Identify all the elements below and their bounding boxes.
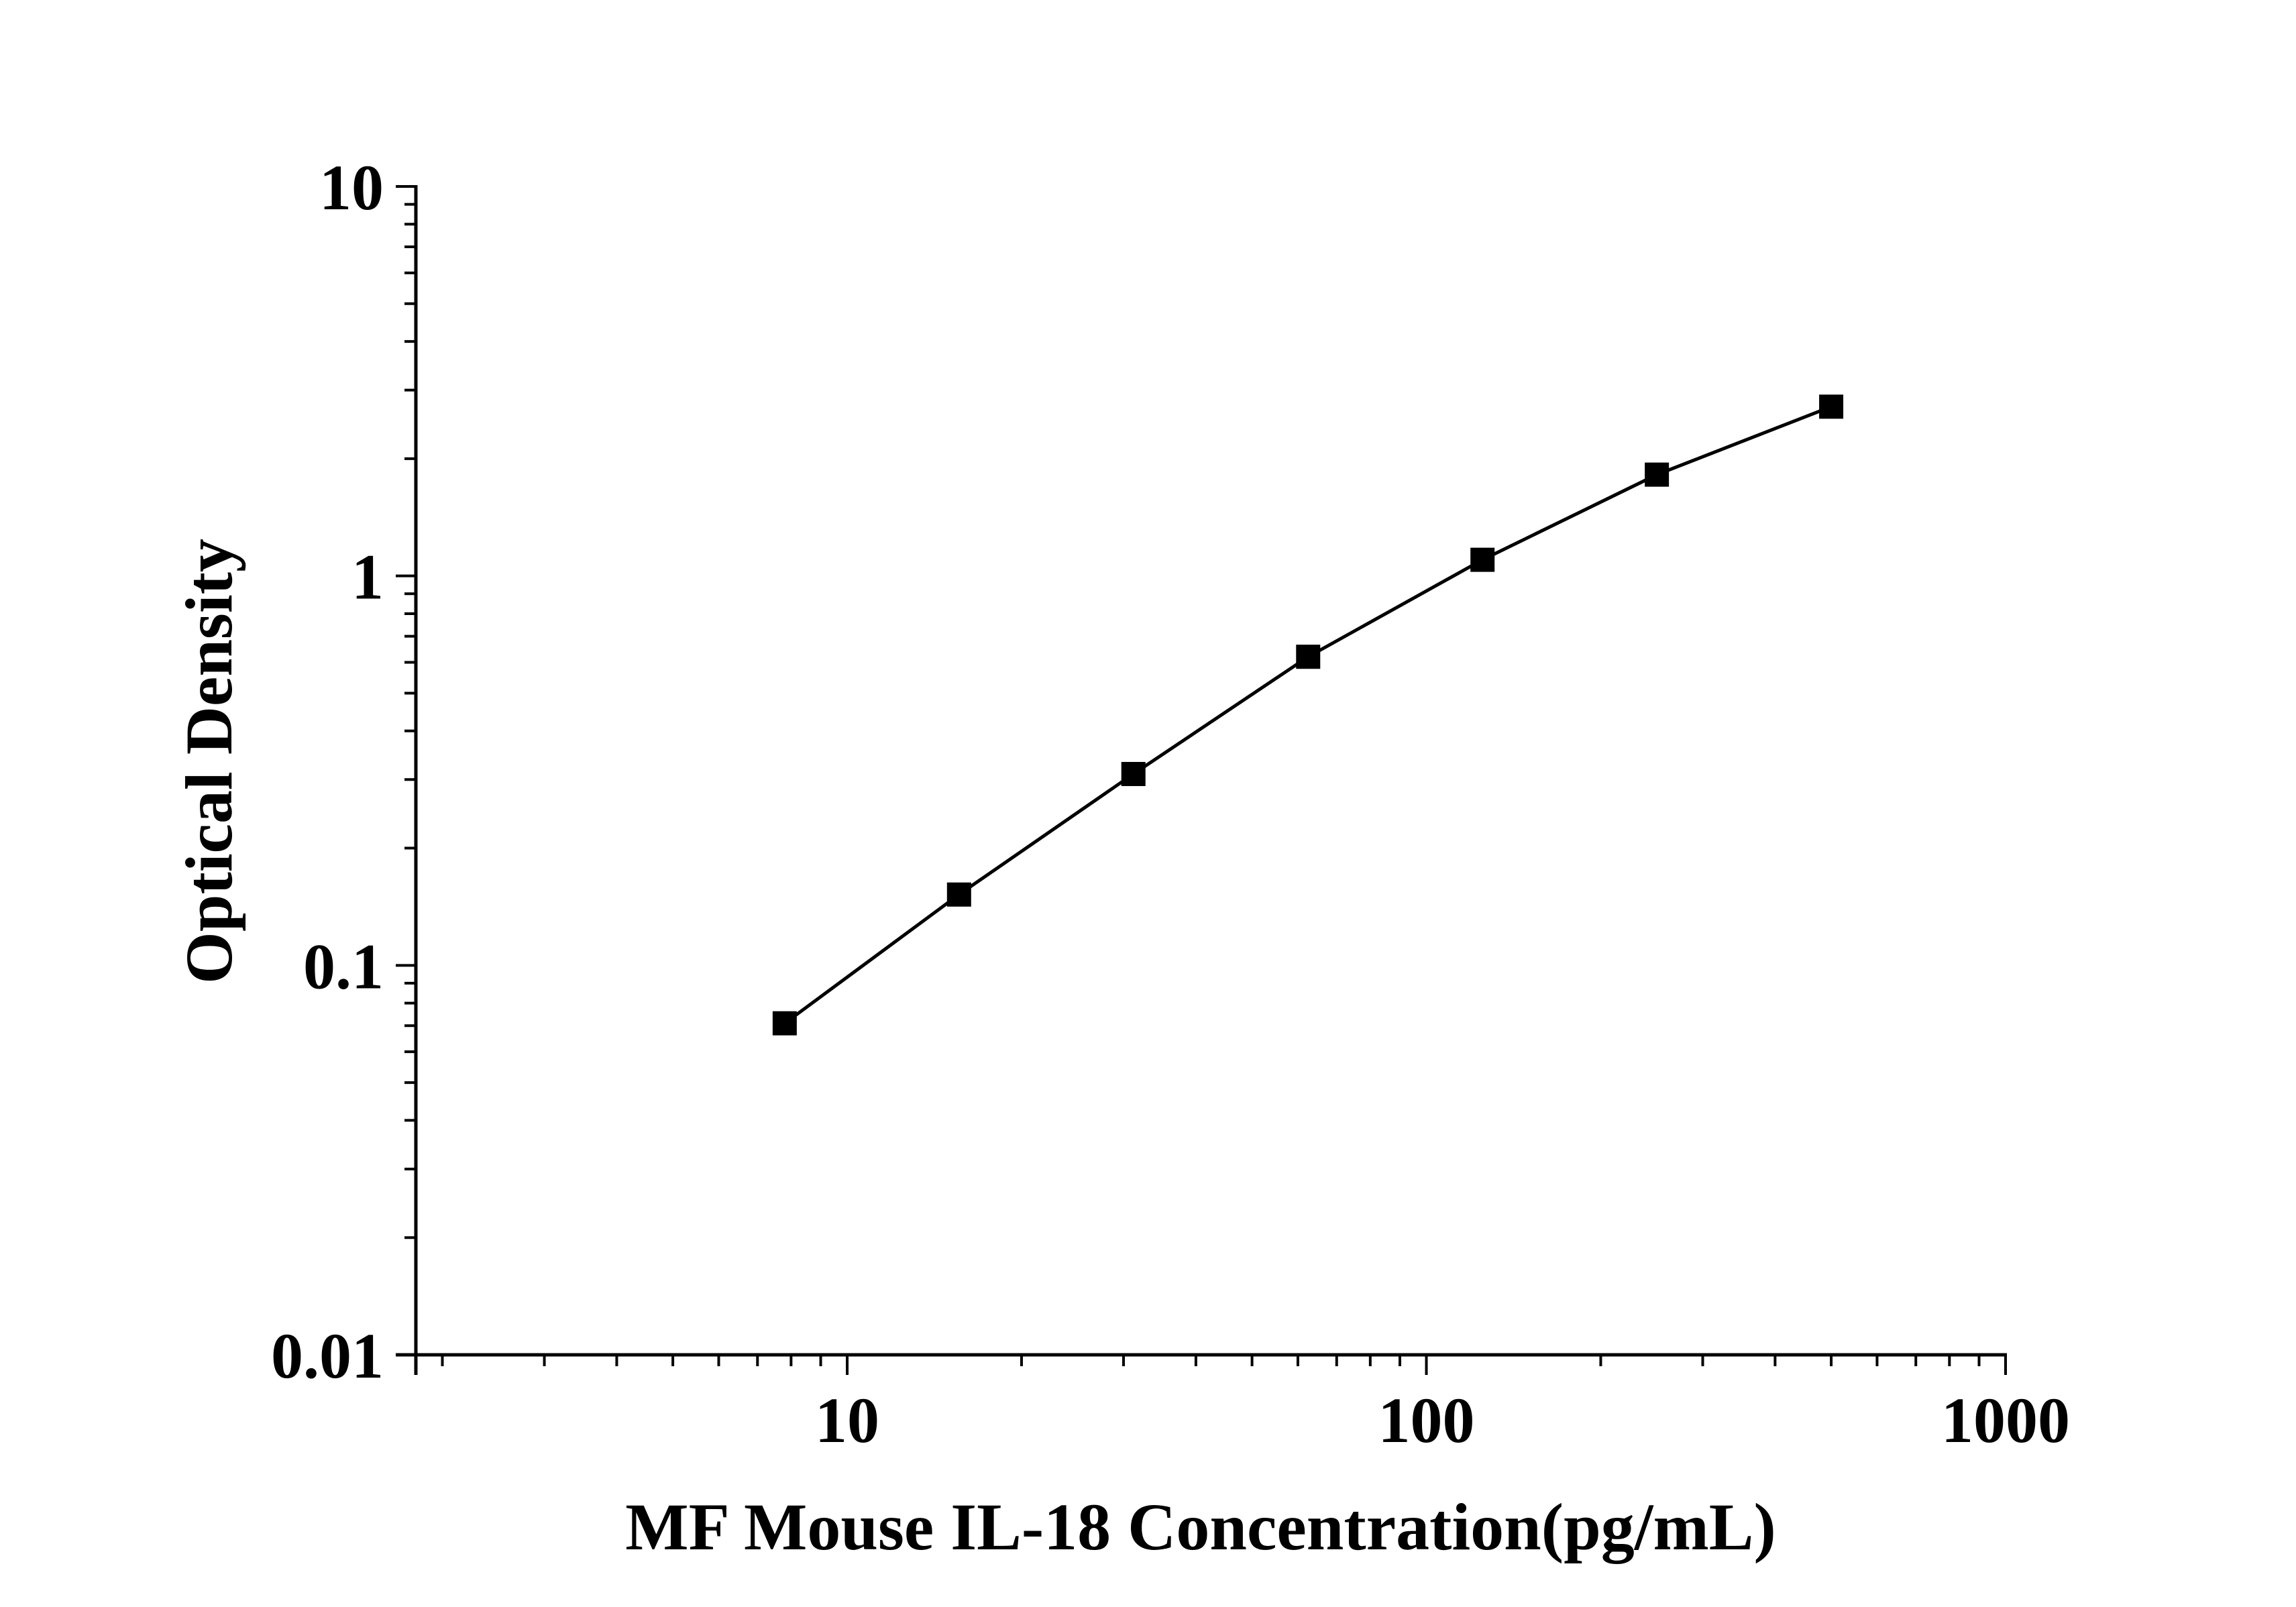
axes: 10 100 1000 0.01 0.1 1 10	[271, 152, 2070, 1456]
data-point	[772, 1011, 797, 1036]
x-tick-label: 1000	[1941, 1384, 2070, 1456]
y-tick-label: 10	[319, 152, 384, 223]
y-axis-ticks	[396, 185, 416, 1356]
data-markers	[772, 394, 1844, 1036]
y-tick-label: 0.01	[271, 1320, 384, 1392]
x-axis-tick-labels: 10 100 1000	[815, 1384, 2070, 1456]
data-point	[1296, 645, 1321, 669]
x-axis-label: MF Mouse IL-18 Concentration(pg/mL)	[625, 1490, 1776, 1564]
x-axis-ticks	[441, 1355, 2007, 1375]
y-axis-label: Optical Density	[172, 539, 246, 984]
x-tick-label: 100	[1378, 1384, 1475, 1456]
data-point	[1470, 547, 1495, 572]
data-point	[1819, 394, 1844, 419]
data-point	[946, 882, 971, 907]
data-point	[1121, 762, 1146, 787]
x-tick-label: 10	[815, 1384, 879, 1456]
y-tick-label: 0.1	[303, 930, 384, 1002]
y-tick-label: 1	[351, 541, 384, 613]
y-axis-tick-labels: 0.01 0.1 1 10	[271, 152, 384, 1392]
data-point	[1645, 462, 1670, 487]
